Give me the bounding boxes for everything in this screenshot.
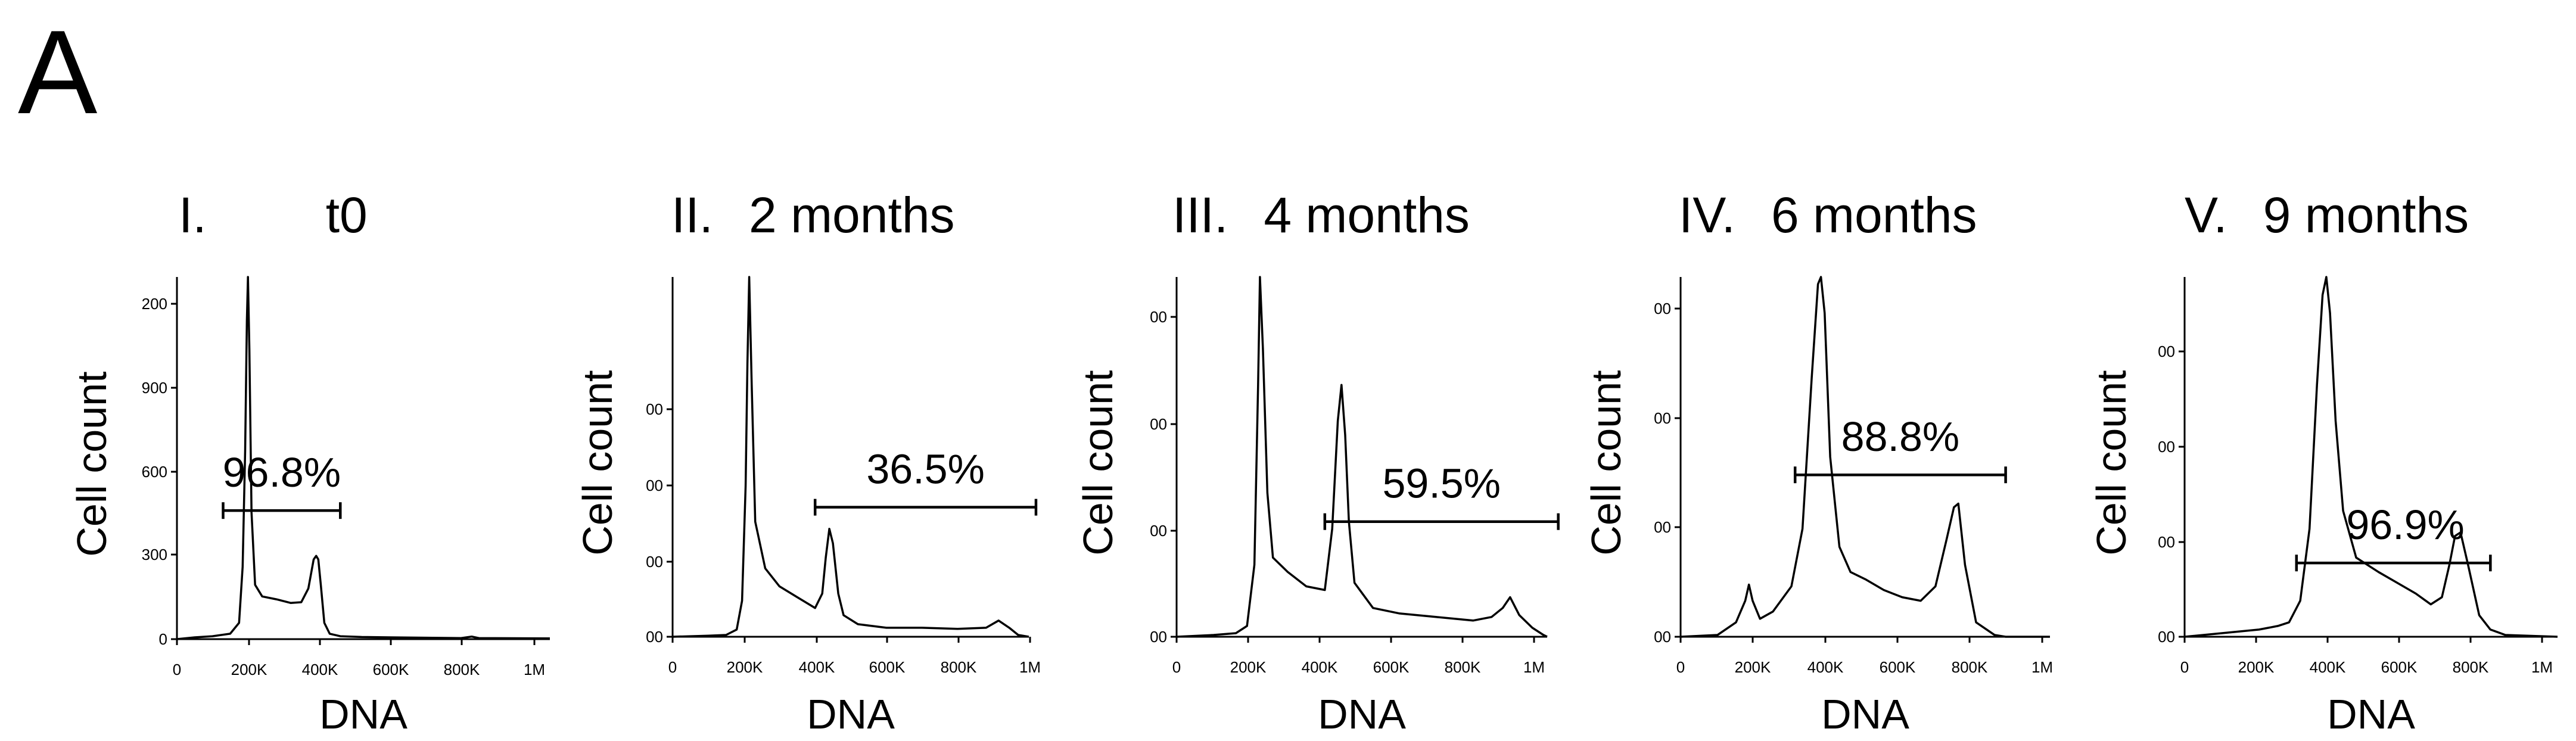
- x-tick-label: 800K: [941, 658, 977, 676]
- x-tick-label: 800K: [2453, 658, 2489, 676]
- y-axis-label: Cell count: [574, 370, 621, 555]
- y-tick-label: 00: [2158, 533, 2175, 551]
- y-tick-label: 00: [646, 477, 663, 494]
- x-tick-label: 0: [2180, 658, 2189, 676]
- y-tick-label: 00: [2158, 628, 2175, 646]
- histogram-curve: [1176, 276, 1548, 638]
- y-tick-label: 00: [1150, 415, 1167, 433]
- y-tick-label: 0: [159, 630, 167, 648]
- x-axis-label: DNA: [2327, 691, 2415, 737]
- y-tick-label: 200: [142, 295, 167, 313]
- gate-percentage: 96.8%: [223, 449, 341, 496]
- histogram-curve: [1680, 276, 2050, 638]
- panel-timepoint: t0: [326, 187, 368, 243]
- x-tick-label: 0: [173, 661, 181, 678]
- x-tick-label: 600K: [1880, 658, 1916, 676]
- panel-roman-numeral: V.: [2185, 187, 2227, 243]
- panel-roman-numeral: II.: [671, 187, 713, 243]
- panel-timepoint: 2 months: [749, 187, 955, 243]
- y-tick-label: 00: [1654, 518, 1671, 536]
- y-tick-label: 00: [1150, 628, 1167, 646]
- x-tick-label: 200K: [727, 658, 763, 676]
- x-tick-label: 1M: [2531, 658, 2553, 676]
- panel-roman-numeral: I.: [179, 187, 207, 243]
- x-tick-label: 0: [668, 658, 677, 676]
- panel-title: I. t0: [179, 187, 368, 243]
- x-tick-label: 200K: [231, 661, 267, 678]
- x-tick-label: 400K: [1302, 658, 1338, 676]
- y-tick-label: 00: [646, 553, 663, 571]
- y-axis-label: Cell count: [2088, 370, 2135, 555]
- x-tick-label: 600K: [2381, 658, 2418, 676]
- x-tick-label: 600K: [373, 661, 409, 678]
- panel-title: II. 2 months: [671, 187, 955, 243]
- panel-timepoint: 4 months: [1264, 187, 1470, 243]
- y-axis-label: Cell count: [69, 371, 115, 556]
- histogram-curve: [672, 276, 1029, 638]
- y-tick-label: 00: [1150, 522, 1167, 540]
- x-tick-label: 200K: [1230, 658, 1267, 676]
- y-tick-label: 600: [142, 463, 167, 481]
- x-tick-label: 1M: [1523, 658, 1545, 676]
- x-axis-label: DNA: [1821, 691, 1909, 737]
- y-tick-label: 00: [646, 628, 663, 646]
- x-tick-label: 400K: [1807, 658, 1844, 676]
- x-tick-label: 600K: [1373, 658, 1410, 676]
- x-tick-label: 0: [1172, 658, 1181, 676]
- gate-percentage: 36.5%: [866, 446, 984, 493]
- gate-percentage: 96.9%: [2346, 502, 2464, 548]
- panel-title: III. 4 months: [1172, 187, 1470, 243]
- y-tick-label: 00: [1654, 628, 1671, 646]
- histogram-panels: I. t0 0 300 600 900 200 0 200K 400K 600K 800K 1M DNA C…: [69, 187, 2558, 737]
- x-tick-label: 800K: [444, 661, 480, 678]
- y-tick-label: 00: [2158, 438, 2175, 456]
- y-axis-label: Cell count: [1075, 370, 1121, 555]
- y-axis-label: Cell count: [1583, 370, 1629, 555]
- x-tick-label: 1M: [2031, 658, 2053, 676]
- x-tick-label: 200K: [2238, 658, 2275, 676]
- x-tick-label: 1M: [1019, 658, 1041, 676]
- y-tick-label: 00: [1654, 409, 1671, 427]
- panel-title: V. 9 months: [2185, 187, 2469, 243]
- x-tick-label: 800K: [1445, 658, 1481, 676]
- y-tick-label: 00: [1150, 308, 1167, 326]
- panel-timepoint: 6 months: [1771, 187, 1977, 243]
- y-tick-label: 00: [2158, 343, 2175, 360]
- panel-roman-numeral: III.: [1172, 187, 1228, 243]
- y-tick-label: 900: [142, 379, 167, 397]
- x-tick-label: 600K: [869, 658, 906, 676]
- x-tick-label: 800K: [1952, 658, 1988, 676]
- y-tick-label: 00: [1654, 300, 1671, 317]
- histogram-curve: [176, 276, 550, 640]
- x-tick-label: 400K: [2310, 658, 2346, 676]
- panel-letter: A: [18, 6, 98, 139]
- y-tick-label: 300: [142, 546, 167, 563]
- gate-percentage: 88.8%: [1841, 413, 1959, 460]
- x-tick-label: 400K: [302, 661, 338, 678]
- x-tick-label: 400K: [799, 658, 835, 676]
- x-tick-label: 0: [1676, 658, 1685, 676]
- panel-roman-numeral: IV.: [1679, 187, 1735, 243]
- histogram-panel-1: I. t0 0 300 600 900 200 0 200K 400K 600K 800K 1M DNA C…: [69, 187, 550, 737]
- panel-timepoint: 9 months: [2263, 187, 2469, 243]
- x-axis-label: DNA: [1318, 691, 1406, 737]
- x-axis-label: DNA: [319, 691, 407, 737]
- y-tick-label: 00: [646, 400, 663, 418]
- gate-percentage: 59.5%: [1382, 460, 1500, 507]
- histogram-curve: [2184, 276, 2558, 638]
- x-tick-label: 1M: [524, 661, 545, 678]
- panel-title: IV. 6 months: [1679, 187, 1977, 243]
- x-tick-label: 200K: [1735, 658, 1771, 676]
- x-axis-label: DNA: [807, 691, 895, 737]
